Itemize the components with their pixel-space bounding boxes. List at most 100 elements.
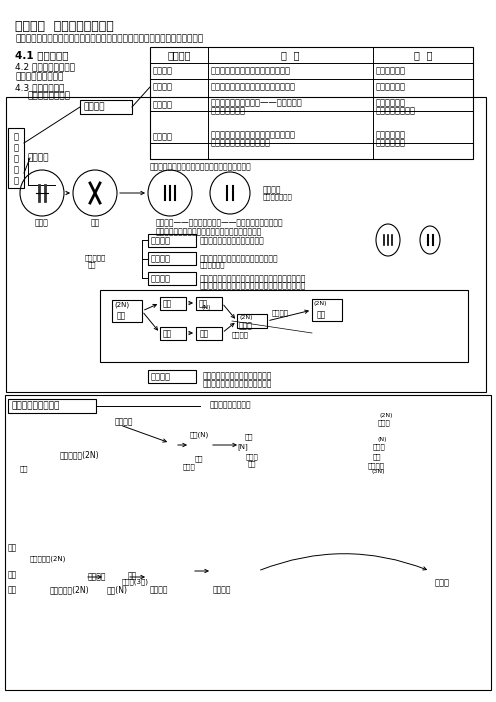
Text: 配子形态大小相同（同型配子）: 配子形态大小相同（同型配子） xyxy=(200,236,265,245)
Text: 由一个生物体直接分裂成两个新个体: 由一个生物体直接分裂成两个新个体 xyxy=(211,66,291,75)
Text: 有性生殖: 有性生殖 xyxy=(28,153,50,162)
Text: 雌体: 雌体 xyxy=(163,329,172,338)
Text: （蜜蜂的卵细胞直接发育成雄蜂）: （蜜蜂的卵细胞直接发育成雄蜂） xyxy=(203,379,272,388)
Circle shape xyxy=(153,444,157,448)
Text: 幼体: 幼体 xyxy=(317,310,326,319)
Text: 核分裂: 核分裂 xyxy=(183,463,196,470)
Text: 卵细胞不经受精直接发育成新个体: 卵细胞不经受精直接发育成新个体 xyxy=(203,371,272,380)
Text: 马铃薯的块茎: 马铃薯的块茎 xyxy=(376,130,406,139)
Circle shape xyxy=(116,575,120,579)
Text: 四分体: 四分体 xyxy=(35,218,49,227)
Text: 卵细胞: 卵细胞 xyxy=(373,443,386,449)
Bar xyxy=(100,290,468,362)
Text: 花粉母细胞(2N): 花粉母细胞(2N) xyxy=(60,450,100,459)
Text: 精子: 精子 xyxy=(199,299,208,308)
Text: 减数分裂: 减数分裂 xyxy=(115,417,133,426)
Bar xyxy=(8,399,96,413)
Text: 胚囊母细胞(2N): 胚囊母细胞(2N) xyxy=(50,585,90,594)
Circle shape xyxy=(246,560,250,566)
Text: 酵母菌、水螅: 酵母菌、水螅 xyxy=(376,82,406,91)
Text: 无性生殖: 无性生殖 xyxy=(84,102,106,111)
Text: 在母体的一定部位长出芽体（新个体）: 在母体的一定部位长出芽体（新个体） xyxy=(211,82,296,91)
Text: 子萌发成新个体: 子萌发成新个体 xyxy=(211,106,246,115)
Circle shape xyxy=(244,569,248,574)
Text: 被子植物的有性生殖: 被子植物的有性生殖 xyxy=(11,401,60,410)
Text: (2N): (2N) xyxy=(380,413,393,418)
Circle shape xyxy=(238,576,243,581)
Text: 草莓的匍匐茎: 草莓的匍匐茎 xyxy=(376,138,406,147)
Text: (2N): (2N) xyxy=(114,302,129,308)
Circle shape xyxy=(232,569,237,574)
Text: 配子形态大小不同（大配子和小配子）: 配子形态大小不同（大配子和小配子） xyxy=(200,254,279,263)
Text: 一核消失，一核分裂: 一核消失，一核分裂 xyxy=(210,400,251,409)
Bar xyxy=(237,314,267,328)
Text: 4.1 生殖的类型: 4.1 生殖的类型 xyxy=(15,50,68,60)
Text: （包括生殖的种类、动物生殖细胞的生成、植物的个体发育、动物的个体发育）: （包括生殖的种类、动物生殖细胞的生成、植物的个体发育、动物的个体发育） xyxy=(15,34,203,43)
Text: 胎后发育: 胎后发育 xyxy=(232,331,249,338)
Text: 核分裂(3次): 核分裂(3次) xyxy=(122,578,149,585)
Text: (2N): (2N) xyxy=(239,315,252,320)
Text: 生: 生 xyxy=(13,132,18,141)
Text: 卵式生殖: 卵式生殖 xyxy=(151,274,171,283)
Text: 同配生殖: 同配生殖 xyxy=(151,236,171,245)
Text: 高等植物的营养器官（根、茎、叶）与: 高等植物的营养器官（根、茎、叶）与 xyxy=(211,130,296,139)
Text: 发育: 发育 xyxy=(128,571,137,580)
Text: 卵子: 卵子 xyxy=(200,329,209,338)
Text: 受精极核: 受精极核 xyxy=(368,462,385,469)
Text: 受精卵: 受精卵 xyxy=(378,419,391,425)
Text: [N]: [N] xyxy=(237,443,248,450)
Text: 胚的发育: 胚的发育 xyxy=(272,309,289,316)
Text: (N): (N) xyxy=(378,437,387,442)
Circle shape xyxy=(181,569,185,573)
Bar xyxy=(148,252,196,265)
Text: 花孔: 花孔 xyxy=(20,465,28,472)
Text: 胚乳母细胞(2N): 胚乳母细胞(2N) xyxy=(30,555,66,562)
Text: (2N): (2N) xyxy=(314,301,327,306)
Text: 真菌（青霉）: 真菌（青霉） xyxy=(376,98,406,107)
Bar xyxy=(5,395,491,690)
Text: 营养生殖: 营养生殖 xyxy=(153,132,173,141)
Circle shape xyxy=(156,438,160,442)
Text: 注：植物组织培养是人工进行的植物无性繁殖方式: 注：植物组织培养是人工进行的植物无性繁殖方式 xyxy=(150,162,252,171)
Circle shape xyxy=(230,560,235,566)
Text: 型: 型 xyxy=(13,176,18,185)
Text: 萌发: 萌发 xyxy=(195,455,203,462)
Text: 类: 类 xyxy=(13,165,18,174)
Text: 极核: 极核 xyxy=(248,460,256,467)
Circle shape xyxy=(181,561,185,565)
Text: 低等植物（衣藻）: 低等植物（衣藻） xyxy=(376,106,416,115)
Circle shape xyxy=(150,438,154,442)
Text: 交叉: 交叉 xyxy=(90,218,100,227)
Text: 珠被: 珠被 xyxy=(8,543,17,552)
Text: 次级精母细胞: 次级精母细胞 xyxy=(200,261,226,267)
Text: 变形虫、细菌: 变形虫、细菌 xyxy=(376,66,406,75)
Text: 雄体: 雄体 xyxy=(163,299,172,308)
Text: 4.3 减数分裂与染: 4.3 减数分裂与染 xyxy=(15,83,64,92)
Text: 殖: 殖 xyxy=(13,143,18,152)
Text: 的: 的 xyxy=(13,154,18,163)
Text: 母体脱落后，发育成新个体: 母体脱落后，发育成新个体 xyxy=(211,138,271,147)
Circle shape xyxy=(40,508,50,518)
Circle shape xyxy=(198,446,201,449)
Text: 初级藻精母: 初级藻精母 xyxy=(85,254,106,260)
Text: 卵细胞: 卵细胞 xyxy=(246,453,259,460)
Ellipse shape xyxy=(42,572,54,582)
Circle shape xyxy=(201,442,204,444)
Bar xyxy=(196,297,222,310)
Text: 胚珠: 胚珠 xyxy=(8,585,17,594)
Circle shape xyxy=(173,577,177,581)
Text: 双受精: 双受精 xyxy=(435,578,450,587)
Text: 花粉(N): 花粉(N) xyxy=(190,431,209,437)
Circle shape xyxy=(165,561,169,565)
Circle shape xyxy=(165,569,169,573)
Circle shape xyxy=(177,566,181,570)
Bar xyxy=(80,100,132,114)
Bar xyxy=(160,327,186,340)
Bar xyxy=(148,234,196,247)
Bar xyxy=(150,47,473,159)
Text: 第四单元  生物的生殖与发育: 第四单元 生物的生殖与发育 xyxy=(15,20,114,33)
Bar xyxy=(196,327,222,340)
Text: （一种卵细胞）: （一种卵细胞） xyxy=(263,193,293,199)
Text: 减数分裂: 减数分裂 xyxy=(88,572,107,581)
Text: 胚囊(N): 胚囊(N) xyxy=(107,585,128,594)
